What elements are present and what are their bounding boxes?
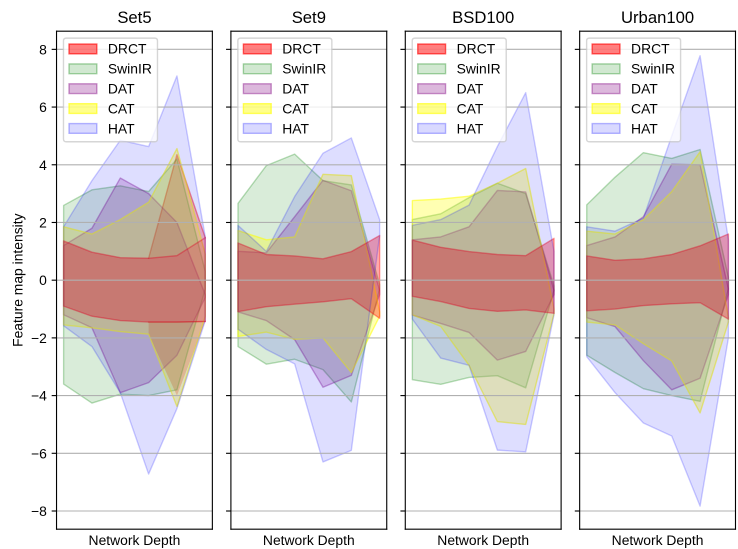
- svg-text:2: 2: [39, 215, 47, 231]
- svg-text:−2: −2: [31, 330, 47, 346]
- svg-text:Set9: Set9: [292, 8, 326, 27]
- svg-text:Network Depth: Network Depth: [612, 532, 704, 548]
- svg-text:HAT: HAT: [631, 120, 658, 136]
- svg-text:−8: −8: [31, 503, 47, 519]
- svg-text:DRCT: DRCT: [457, 41, 496, 57]
- svg-text:Urban100: Urban100: [621, 8, 694, 27]
- svg-text:CAT: CAT: [108, 100, 135, 116]
- svg-text:DAT: DAT: [108, 81, 135, 97]
- svg-text:8: 8: [39, 41, 47, 57]
- svg-text:Feature map intensity: Feature map intensity: [10, 213, 26, 346]
- svg-text:SwinIR: SwinIR: [457, 61, 501, 77]
- svg-text:SwinIR: SwinIR: [282, 61, 326, 77]
- svg-text:6: 6: [39, 99, 47, 115]
- svg-text:CAT: CAT: [457, 100, 484, 116]
- svg-text:Network Depth: Network Depth: [263, 532, 355, 548]
- svg-text:Network Depth: Network Depth: [437, 532, 529, 548]
- svg-text:HAT: HAT: [282, 120, 309, 136]
- svg-text:−4: −4: [31, 388, 47, 404]
- svg-text:DRCT: DRCT: [631, 41, 670, 57]
- svg-text:Network Depth: Network Depth: [89, 532, 181, 548]
- svg-text:HAT: HAT: [457, 120, 484, 136]
- svg-text:SwinIR: SwinIR: [108, 61, 152, 77]
- svg-text:BSD100: BSD100: [452, 8, 514, 27]
- svg-text:HAT: HAT: [108, 120, 135, 136]
- svg-text:DAT: DAT: [457, 81, 484, 97]
- svg-text:DAT: DAT: [631, 81, 658, 97]
- svg-text:Set5: Set5: [117, 8, 151, 27]
- svg-text:CAT: CAT: [282, 100, 309, 116]
- svg-text:DAT: DAT: [282, 81, 309, 97]
- svg-text:4: 4: [39, 157, 47, 173]
- svg-text:CAT: CAT: [631, 100, 658, 116]
- svg-text:DRCT: DRCT: [108, 41, 147, 57]
- svg-text:−6: −6: [31, 445, 47, 461]
- svg-text:DRCT: DRCT: [282, 41, 321, 57]
- svg-text:0: 0: [39, 272, 47, 288]
- svg-text:SwinIR: SwinIR: [631, 61, 675, 77]
